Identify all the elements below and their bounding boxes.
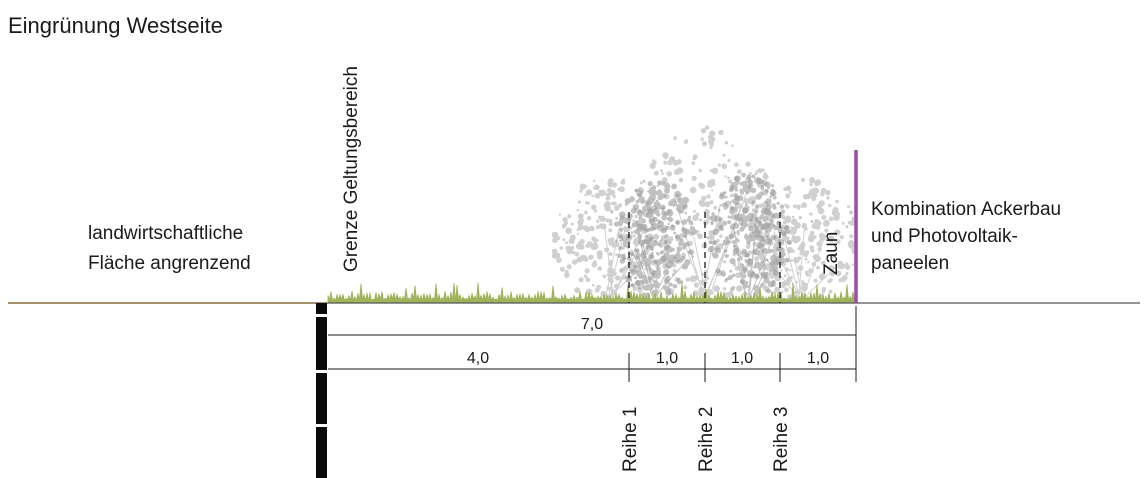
boundary-post: [316, 303, 327, 478]
right-area-label-line1: Kombination Ackerbau: [871, 199, 1061, 220]
boundary-label: Grenze Geltungsbereich: [341, 66, 362, 272]
dimension-segment-4-label: 1,0: [807, 350, 829, 367]
row-1-label: Reihe 1: [620, 407, 641, 473]
right-area-label-line3: paneelen: [871, 253, 949, 274]
left-area-label-line1: landwirtschaftliche: [88, 223, 243, 244]
left-area-label-line2: Fläche angrenzend: [88, 253, 251, 274]
tree-group: [551, 125, 858, 301]
dimension-lines: [328, 306, 857, 382]
dimension-segment-1-label: 4,0: [467, 350, 489, 367]
tree-crown: [707, 172, 792, 301]
row-2-label: Reihe 2: [696, 407, 717, 473]
row-3-label: Reihe 3: [771, 407, 792, 473]
dimension-segment-3-label: 1,0: [731, 350, 753, 367]
grass-strip: [327, 282, 858, 304]
grass-blades: [327, 282, 858, 304]
dimension-segment-2-label: 1,0: [656, 350, 678, 367]
fence-label: Zaun: [821, 232, 842, 275]
tree-crown: [613, 179, 698, 301]
right-area-label-line2: und Photovoltaik-: [871, 226, 1018, 247]
dimension-total-label: 7,0: [581, 316, 603, 333]
diagram-title: Eingrünung Westseite: [8, 13, 223, 38]
